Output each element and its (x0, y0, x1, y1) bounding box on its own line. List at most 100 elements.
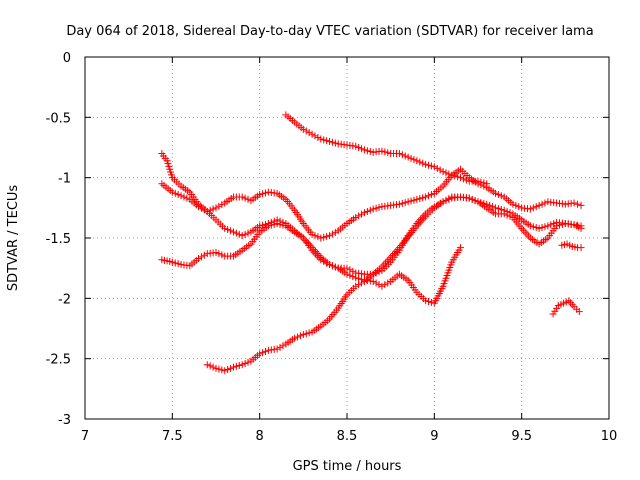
data-point-marker (422, 160, 430, 168)
data-point-marker (457, 244, 465, 252)
data-point-marker (398, 151, 406, 159)
data-point-marker (529, 223, 537, 231)
data-point-marker (180, 193, 188, 201)
data-point-marker (363, 147, 371, 155)
data-point-marker (509, 200, 517, 208)
data-point-marker (381, 281, 389, 289)
data-point-marker (305, 329, 313, 337)
data-point-marker (331, 139, 339, 147)
data-point-marker (407, 154, 415, 162)
data-point-marker (526, 222, 534, 230)
data-point-marker (261, 347, 269, 355)
data-point-marker (491, 189, 499, 197)
y-tick-label: -0.5 (46, 111, 71, 126)
data-point-marker (574, 200, 582, 208)
data-point-marker (311, 232, 319, 240)
data-point-marker (372, 279, 380, 287)
data-point-marker (577, 222, 585, 230)
data-point-marker (238, 193, 246, 201)
data-point-marker (195, 203, 203, 211)
data-point-marker (410, 156, 418, 164)
data-point-marker (360, 146, 368, 154)
data-point-marker (457, 174, 465, 182)
data-point-marker (328, 230, 336, 238)
y-tick-label: -2.5 (46, 353, 71, 368)
data-point-marker (535, 201, 543, 209)
data-point-marker (427, 298, 435, 306)
data-point-marker (276, 220, 284, 228)
data-point-marker (308, 130, 316, 138)
data-point-marker (532, 203, 540, 211)
data-point-marker (486, 201, 494, 209)
data-point-marker (229, 363, 237, 371)
y-tick-label: -3 (58, 413, 71, 428)
x-tick-label: 7.5 (162, 429, 183, 444)
data-point-marker (352, 142, 360, 150)
data-point-marker (221, 224, 229, 232)
data-point-marker (494, 191, 502, 199)
data-point-marker (384, 279, 392, 287)
data-point-marker (302, 127, 310, 135)
data-point-marker (224, 366, 232, 374)
y-tick-label: -1.5 (46, 232, 71, 247)
data-point-marker (427, 162, 435, 170)
x-tick-label: 9.5 (511, 429, 532, 444)
y-tick-label: 0 (63, 51, 71, 66)
data-point-marker (279, 221, 287, 229)
data-point-marker (261, 220, 269, 228)
data-point-marker (168, 188, 176, 196)
data-point-marker (328, 262, 336, 270)
data-point-marker (419, 159, 427, 167)
data-points (158, 111, 585, 375)
data-point-marker (241, 359, 249, 367)
data-point-marker (195, 255, 203, 263)
data-point-marker (212, 364, 220, 372)
data-point-marker (489, 203, 497, 211)
data-point-marker (256, 191, 264, 199)
data-point-marker (355, 212, 363, 220)
series-track-g (549, 297, 583, 318)
data-point-marker (474, 177, 482, 185)
data-point-marker (296, 332, 304, 340)
data-point-marker (459, 175, 467, 183)
x-axis-label: GPS time / hours (293, 459, 402, 474)
data-point-marker (279, 342, 287, 350)
data-point-marker (413, 157, 421, 165)
data-point-marker (541, 223, 549, 231)
data-point-marker (577, 201, 585, 209)
data-point-marker (474, 198, 482, 206)
data-point-marker (183, 194, 191, 202)
data-point-marker (346, 266, 354, 274)
data-point-marker (343, 270, 351, 278)
data-point-marker (497, 192, 505, 200)
series-track-e (282, 111, 491, 188)
data-point-marker (512, 201, 520, 209)
data-point-marker (291, 334, 299, 342)
series-track-d (203, 193, 585, 375)
data-point-marker (422, 193, 430, 201)
data-point-marker (331, 263, 339, 271)
data-point-marker (267, 221, 275, 229)
y-tick-label: -2 (58, 292, 71, 307)
data-point-marker (259, 221, 267, 229)
data-point-marker (425, 192, 433, 200)
data-point-marker (212, 204, 220, 212)
data-point-marker (442, 169, 450, 177)
data-point-marker (209, 205, 217, 213)
data-point-marker (320, 233, 328, 241)
data-point-marker (404, 198, 412, 206)
data-point-marker (515, 203, 523, 211)
data-point-marker (480, 199, 488, 207)
y-tick-label: -1 (58, 172, 71, 187)
data-point-marker (317, 234, 325, 242)
data-point-marker (538, 200, 546, 208)
data-point-marker (308, 230, 316, 238)
data-point-marker (381, 148, 389, 156)
data-point-marker (462, 176, 470, 184)
data-point-marker (328, 138, 336, 146)
data-point-marker (320, 257, 328, 265)
data-point-marker (425, 298, 433, 306)
series-track-f (558, 240, 585, 252)
data-point-marker (535, 224, 543, 232)
data-point-marker (404, 153, 412, 161)
